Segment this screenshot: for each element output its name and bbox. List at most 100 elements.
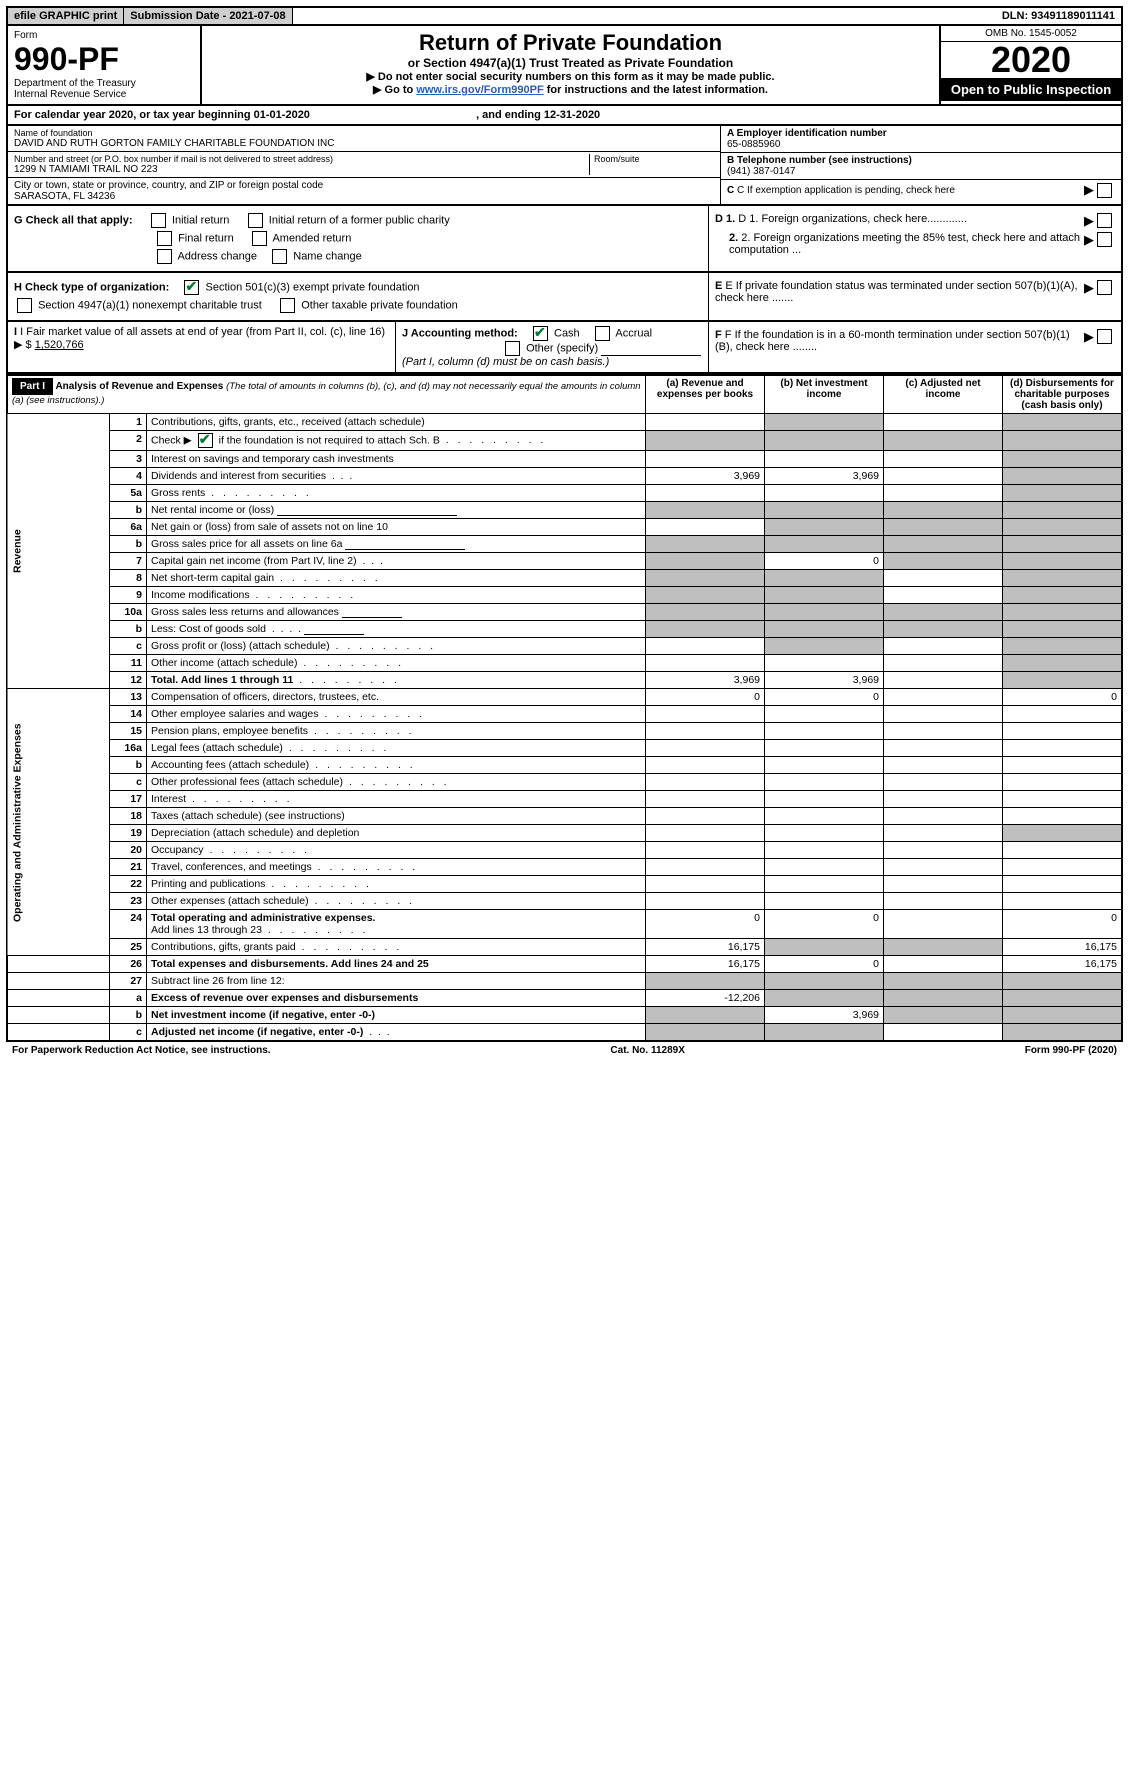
dln-label: DLN: 93491189011141 [996,8,1121,24]
g-name-change[interactable] [272,249,287,264]
cell-val: 16,175 [1003,956,1123,973]
check-pre: Check ▶ [151,434,192,446]
calyear-mid: , and ending [476,109,544,121]
row-desc: Income modifications [147,587,646,604]
c-checkbox[interactable] [1097,183,1112,198]
tax-year: 2020 [941,42,1121,78]
j-accrual[interactable] [595,326,610,341]
top-bar: efile GRAPHIC print Submission Date - 20… [6,6,1123,26]
h-other-taxable[interactable] [280,298,295,313]
g-amended[interactable] [252,231,267,246]
d2-checkbox[interactable] [1097,232,1112,247]
part1-header: Part I [12,378,53,395]
table-row: 11 Other income (attach schedule) [7,655,1122,672]
g-initial-former[interactable] [248,213,263,228]
page-footer: For Paperwork Reduction Act Notice, see … [6,1042,1123,1059]
row-desc: Contributions, gifts, grants paid [147,939,646,956]
cell-val: 3,969 [765,468,884,485]
cell-val: 3,969 [765,672,884,689]
h-501c3[interactable] [184,280,199,295]
e-checkbox[interactable] [1097,280,1112,295]
d2-label: 2. 2. Foreign organizations meeting the … [715,232,1084,256]
row-num: b [110,757,147,774]
g-final-return[interactable] [157,231,172,246]
table-row: 20Occupancy [7,842,1122,859]
table-row: 9 Income modifications [7,587,1122,604]
row-desc: Other professional fees (attach schedule… [147,774,646,791]
row-desc: Net gain or (loss) from sale of assets n… [147,519,646,536]
e-label: E E If private foundation status was ter… [715,280,1084,304]
row-desc: Taxes (attach schedule) (see instruction… [147,808,646,825]
row-desc: Depreciation (attach schedule) and deple… [147,825,646,842]
j-cash[interactable] [533,326,548,341]
j-other-label: Other (specify) [526,342,598,354]
city-label: City or town, state or province, country… [14,180,714,191]
sch-b-checkbox[interactable] [198,433,213,448]
table-row: 2 Check ▶ if the foundation is not requi… [7,431,1122,451]
row-num: 20 [110,842,147,859]
cell-val: 3,969 [765,1007,884,1024]
row-desc: Net investment income (if negative, ente… [147,1007,646,1024]
form-header: Form 990-PF Department of the Treasury I… [6,26,1123,106]
j-accrual-label: Accrual [615,327,652,339]
row-desc: Accounting fees (attach schedule) [147,757,646,774]
row-desc: Gross sales price for all assets on line… [147,536,646,553]
entity-info: Name of foundation DAVID AND RUTH GORTON… [6,126,1123,206]
cell-val: 0 [765,956,884,973]
e-text: E If private foundation status was termi… [715,280,1078,304]
calyear-end: 12-31-2020 [544,109,600,121]
phone-label: B Telephone number (see instructions) [727,155,1115,166]
row-desc: Less: Cost of goods sold . . . . [147,621,646,638]
row-num: 8 [110,570,147,587]
d2-text: 2. Foreign organizations meeting the 85%… [729,232,1080,256]
ein-label: A Employer identification number [727,128,1115,139]
cell-val: 16,175 [646,956,765,973]
blank [304,623,364,635]
table-row: bAccounting fees (attach schedule) [7,757,1122,774]
addr-label: Number and street (or P.O. box number if… [14,154,589,164]
ijk-block: I I Fair market value of all assets at e… [6,322,1123,374]
table-row: c Adjusted net income (if negative, ente… [7,1024,1122,1042]
f-checkbox[interactable] [1097,329,1112,344]
d1-checkbox[interactable] [1097,213,1112,228]
row-desc: Other income (attach schedule) [147,655,646,672]
cell-val: 0 [765,553,884,570]
j-other-blank[interactable] [601,344,701,356]
g-opt-1: Initial return of a former public charit… [269,214,450,226]
g-initial-return[interactable] [151,213,166,228]
j-other[interactable] [505,341,520,356]
row-num: 19 [110,825,147,842]
row-num: 27 [110,973,147,990]
blank [345,538,465,550]
irs-label: Internal Revenue Service [14,89,194,100]
h-4947[interactable] [17,298,32,313]
table-row: c Gross profit or (loss) (attach schedul… [7,638,1122,655]
part1-title: Analysis of Revenue and Expenses [55,381,223,392]
table-row: b Less: Cost of goods sold . . . . [7,621,1122,638]
row-num: a [110,990,147,1007]
open-to-public: Open to Public Inspection [941,78,1121,101]
cell-val: 0 [1003,689,1123,706]
row-num: 24 [110,910,147,939]
row-num: 5a [110,485,147,502]
c-exemption-label: C C If exemption application is pending,… [727,185,1084,196]
row-num: 26 [110,956,147,973]
g-address-change[interactable] [157,249,172,264]
g-opt-5: Name change [293,250,362,262]
h-label: H Check type of organization: [14,281,169,293]
table-row: 25 Contributions, gifts, grants paid 16,… [7,939,1122,956]
arrow-icon: ▶ [1084,280,1094,304]
table-row: b Net investment income (if negative, en… [7,1007,1122,1024]
table-row: a Excess of revenue over expenses and di… [7,990,1122,1007]
arrow-icon: ▶ [1084,213,1094,229]
row-num: b [110,502,147,519]
row-num: 15 [110,723,147,740]
col-c-header: (c) Adjusted net income [884,375,1003,414]
foundation-name: DAVID AND RUTH GORTON FAMILY CHARITABLE … [14,138,714,149]
row-num: c [110,1024,147,1042]
cell-val: 0 [1003,910,1123,939]
table-row: 26 Total expenses and disbursements. Add… [7,956,1122,973]
row-desc: Total operating and administrative expen… [147,910,646,939]
efile-print-button[interactable]: efile GRAPHIC print [8,8,124,24]
irs-link[interactable]: www.irs.gov/Form990PF [416,84,543,96]
